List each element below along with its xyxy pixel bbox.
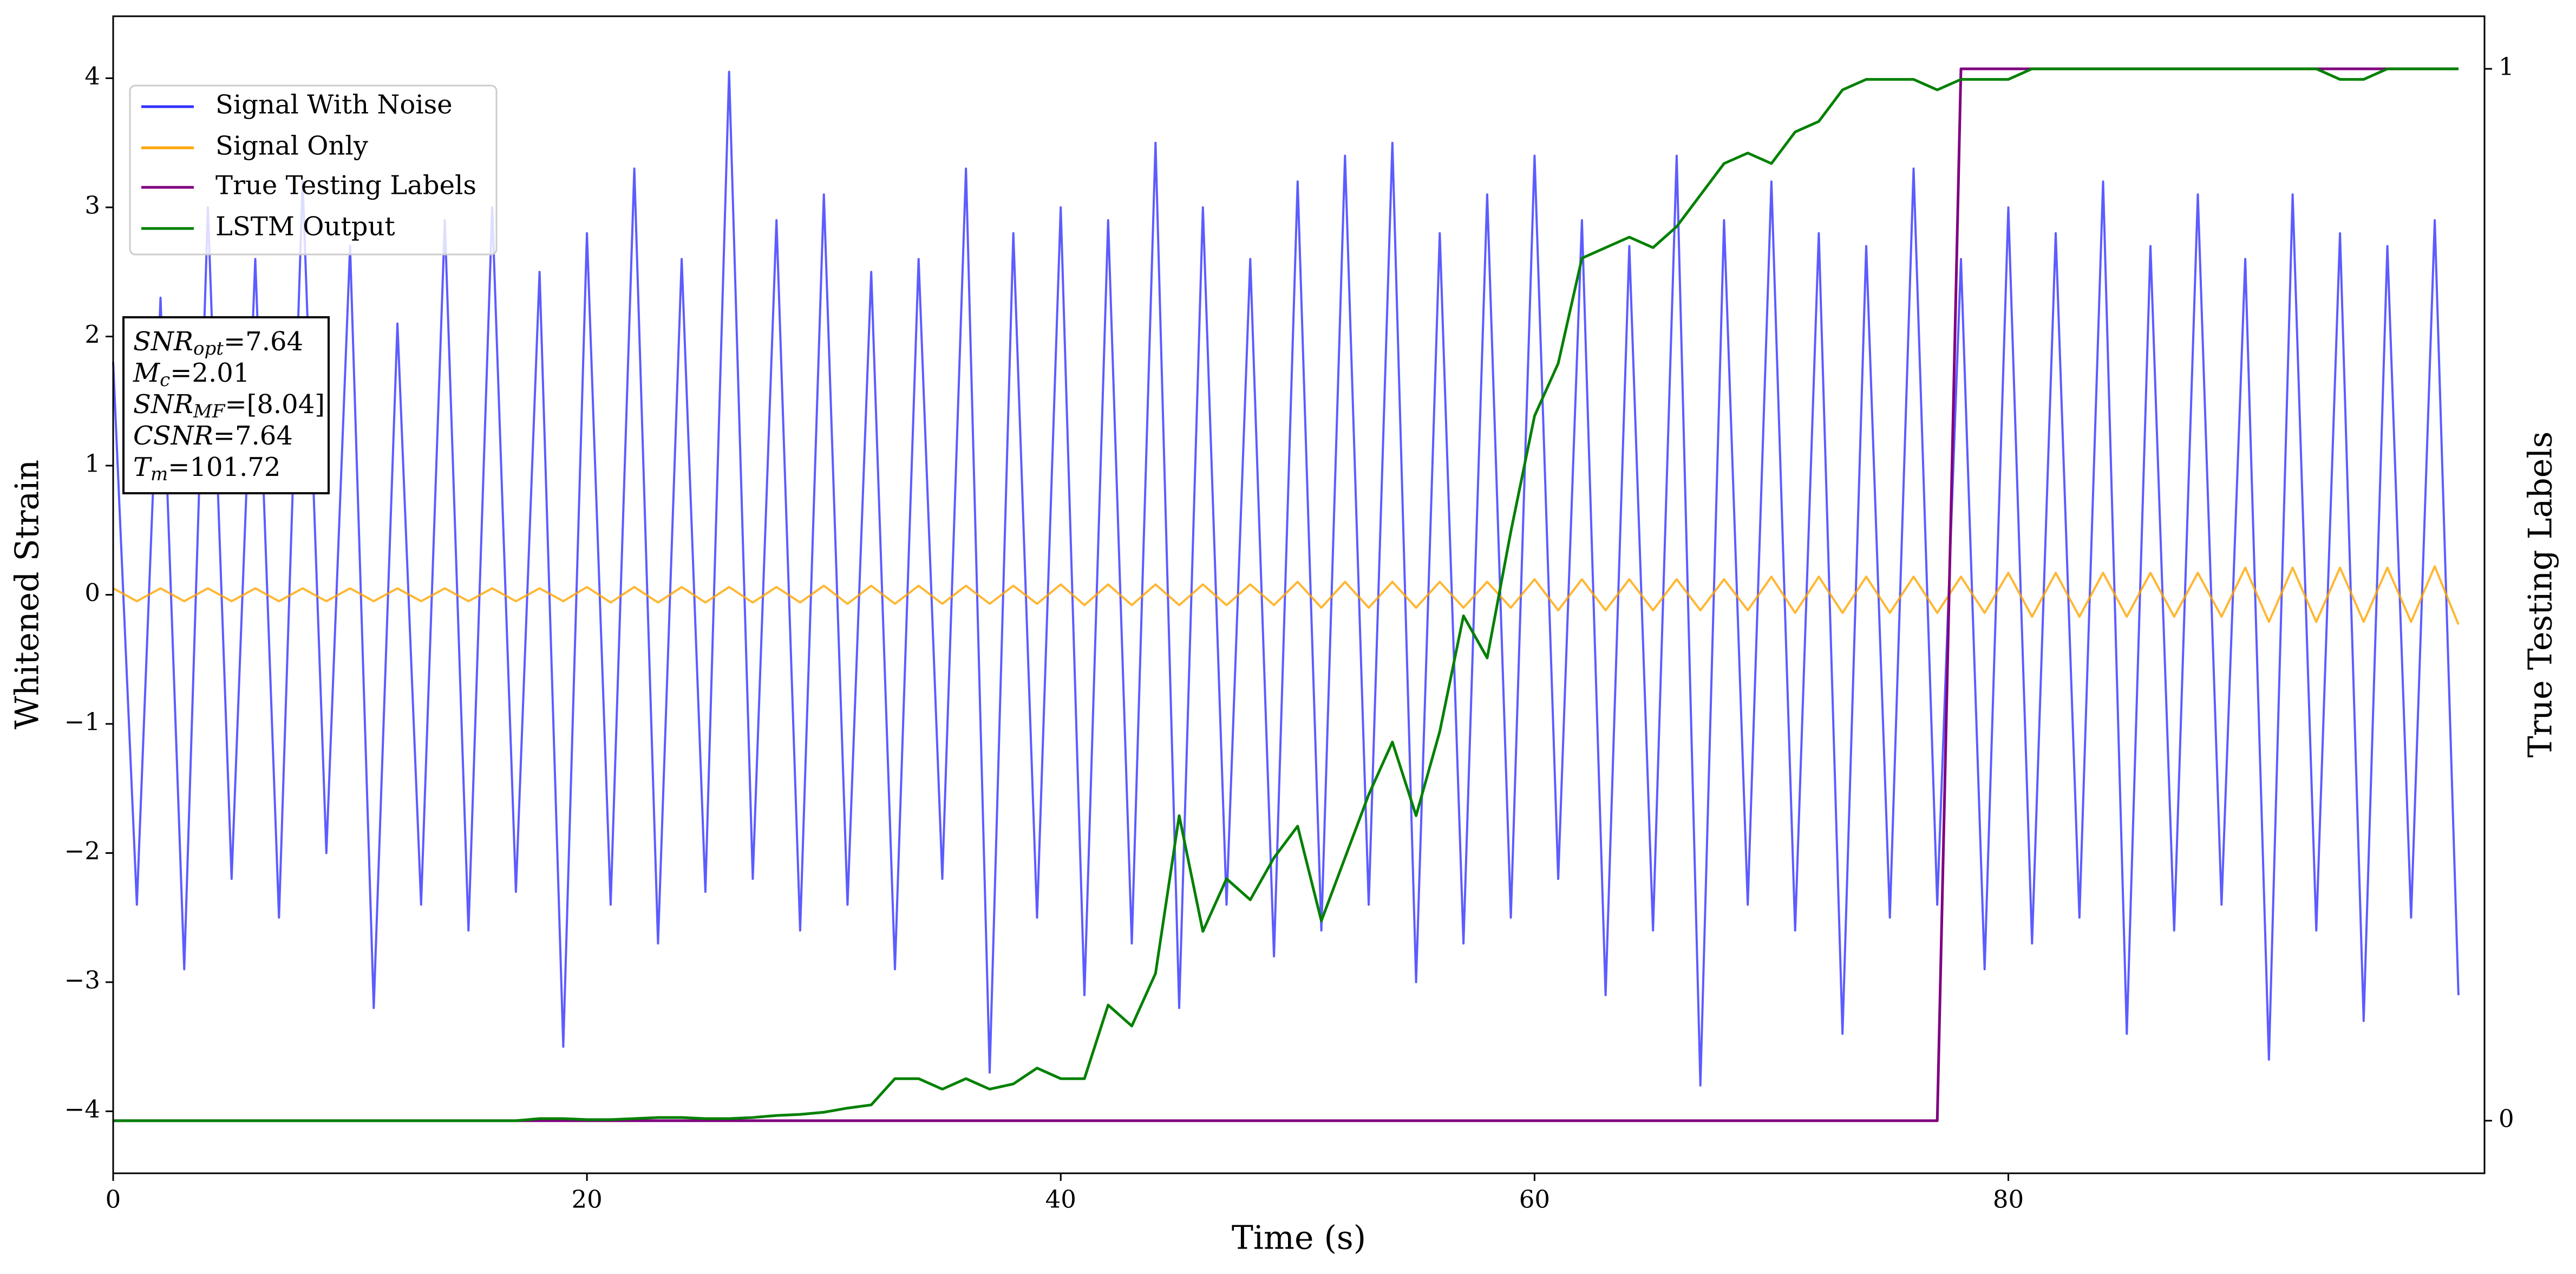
annotation-value: =[8.04] <box>225 389 325 420</box>
y-tick-label: −4 <box>64 1095 100 1123</box>
legend-label: Signal Only <box>215 131 368 161</box>
annotation-symbol: SNR <box>133 326 193 357</box>
annotation-line: CSNR=7.64 <box>133 421 293 451</box>
x-tick-label: 0 <box>106 1185 121 1214</box>
annotation-subscript: c <box>160 369 170 391</box>
annotation-line: Tm=101.72 <box>133 452 280 486</box>
y-axis-label: Whitened Strain <box>9 460 47 729</box>
y-tick-label: 1 <box>84 449 100 478</box>
legend: Signal With Noise Signal Only True Testing… <box>129 84 498 256</box>
series-line <box>112 70 2460 1087</box>
annotation-symbol: M <box>133 358 161 388</box>
y-tick-label: 0 <box>84 578 100 607</box>
annotation-line: SNRMF=[8.04] <box>133 389 325 423</box>
x-tick-label: 20 <box>571 1185 602 1214</box>
y-tick-label: 4 <box>84 62 100 90</box>
x-tick-label: 80 <box>1993 1185 2024 1214</box>
annotation-symbol: SNR <box>133 389 193 420</box>
annotation-value: =7.64 <box>213 421 293 451</box>
annotation-symbol: T <box>133 452 152 482</box>
plot-area <box>112 67 2460 1122</box>
series-line <box>113 67 2459 1122</box>
x-axis-label: Time (s) <box>1232 1219 1366 1257</box>
x-tick-label: 60 <box>1519 1185 1550 1214</box>
y-tick-label: −2 <box>64 837 100 865</box>
annotation-subscript: m <box>151 463 168 485</box>
annotation-value: =2.01 <box>170 358 250 388</box>
annotation-subscript: MF <box>193 401 226 422</box>
annotation-line: SNRopt=7.64 <box>133 326 303 360</box>
y2-tick-label: 0 <box>2499 1104 2514 1133</box>
annotation-box: SNRopt=7.64Mc=2.01SNRMF=[8.04]CSNR=7.64T… <box>122 316 330 494</box>
y-tick-label: −1 <box>64 708 100 736</box>
series-line <box>113 565 2460 625</box>
legend-label: True Testing Labels <box>215 171 476 201</box>
annotation-value: =101.72 <box>168 452 280 482</box>
annotation-symbol: CSNR <box>133 421 213 451</box>
legend-box <box>129 84 498 256</box>
annotation-line: Mc=2.01 <box>133 358 250 391</box>
y-tick-label: 2 <box>84 320 100 349</box>
annotation-subscript: opt <box>193 338 224 360</box>
x-tick-label: 40 <box>1045 1185 1076 1214</box>
legend-label: Signal With Noise <box>215 90 453 120</box>
y2-tick-label: 1 <box>2499 53 2514 81</box>
annotation-frame <box>122 316 330 494</box>
y2-axis-label: True Testing Labels <box>2522 432 2560 758</box>
annotation-value: =7.64 <box>224 326 303 357</box>
y-tick-label: −3 <box>64 966 100 995</box>
y-tick-label: 3 <box>84 191 100 219</box>
legend-label: LSTM Output <box>215 212 395 242</box>
